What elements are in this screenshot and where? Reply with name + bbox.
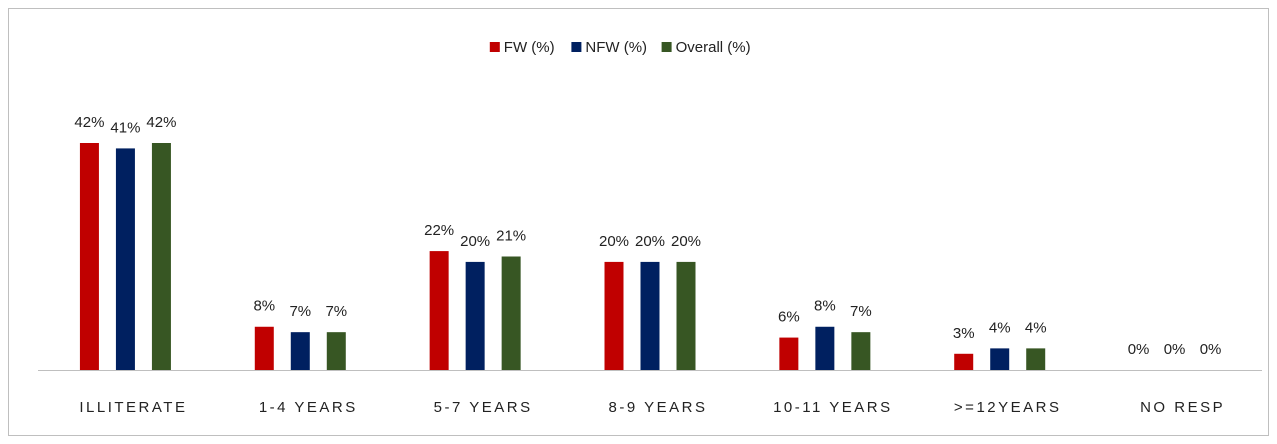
bar bbox=[254, 326, 274, 370]
legend-swatch bbox=[571, 42, 582, 52]
legend-label: FW (%) bbox=[504, 39, 555, 56]
bar bbox=[779, 337, 799, 370]
data-label: 22% bbox=[424, 222, 454, 239]
bar bbox=[676, 261, 696, 370]
data-label: 41% bbox=[110, 119, 140, 136]
data-label: 42% bbox=[74, 114, 104, 131]
data-label: 0% bbox=[1200, 341, 1222, 358]
data-label: 7% bbox=[850, 303, 872, 320]
bar bbox=[604, 261, 624, 370]
bar bbox=[1026, 348, 1046, 370]
data-label: 8% bbox=[814, 298, 836, 315]
data-label: 42% bbox=[146, 114, 176, 131]
bar bbox=[815, 326, 835, 370]
chart-border bbox=[8, 8, 1269, 436]
bar bbox=[851, 332, 871, 370]
data-label: 0% bbox=[1164, 341, 1186, 358]
bar bbox=[501, 256, 521, 370]
data-label: 6% bbox=[778, 309, 800, 326]
legend-label: NFW (%) bbox=[585, 39, 647, 56]
data-label: 0% bbox=[1128, 341, 1150, 358]
bar bbox=[151, 143, 171, 370]
x-tick-label: 5-7 YEARS bbox=[434, 399, 533, 416]
legend-swatch bbox=[661, 42, 672, 52]
legend-swatch bbox=[489, 42, 500, 52]
x-tick-label: ILLITERATE bbox=[79, 399, 187, 416]
bar bbox=[465, 261, 485, 370]
data-label: 4% bbox=[1025, 319, 1047, 336]
data-label: 20% bbox=[460, 233, 490, 250]
bar bbox=[326, 332, 346, 370]
bar bbox=[640, 261, 660, 370]
bar bbox=[954, 353, 974, 370]
x-tick-label: >=12YEARS bbox=[954, 399, 1062, 416]
x-tick-label: 1-4 YEARS bbox=[259, 399, 358, 416]
bar bbox=[990, 348, 1010, 370]
x-tick-label: 8-9 YEARS bbox=[609, 399, 708, 416]
data-label: 4% bbox=[989, 319, 1011, 336]
data-label: 20% bbox=[635, 233, 665, 250]
data-label: 7% bbox=[325, 303, 347, 320]
bar bbox=[115, 148, 135, 370]
data-label: 20% bbox=[599, 233, 629, 250]
data-label: 21% bbox=[496, 227, 526, 244]
bar bbox=[290, 332, 310, 370]
data-label: 7% bbox=[289, 303, 311, 320]
data-label: 3% bbox=[953, 325, 975, 342]
x-tick-label: NO RESP bbox=[1140, 399, 1225, 416]
bar bbox=[79, 143, 99, 370]
x-tick-label: 10-11 YEARS bbox=[773, 399, 893, 416]
bar bbox=[429, 251, 449, 370]
legend-label: Overall (%) bbox=[676, 39, 751, 56]
data-label: 8% bbox=[253, 298, 275, 315]
data-label: 20% bbox=[671, 233, 701, 250]
